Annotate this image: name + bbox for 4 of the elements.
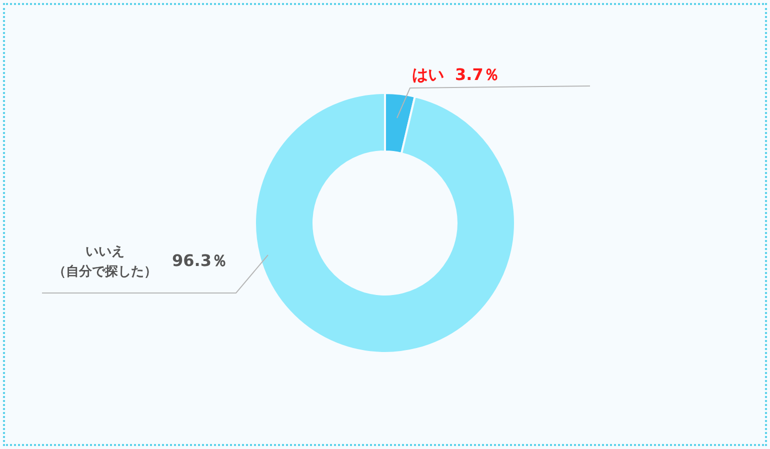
data-label: 3.7％ [455,65,500,84]
slice-label: はい [412,65,444,84]
data-label: 96.3％ [172,251,228,270]
slice-label: いいえ（自分で探した） [53,244,157,280]
